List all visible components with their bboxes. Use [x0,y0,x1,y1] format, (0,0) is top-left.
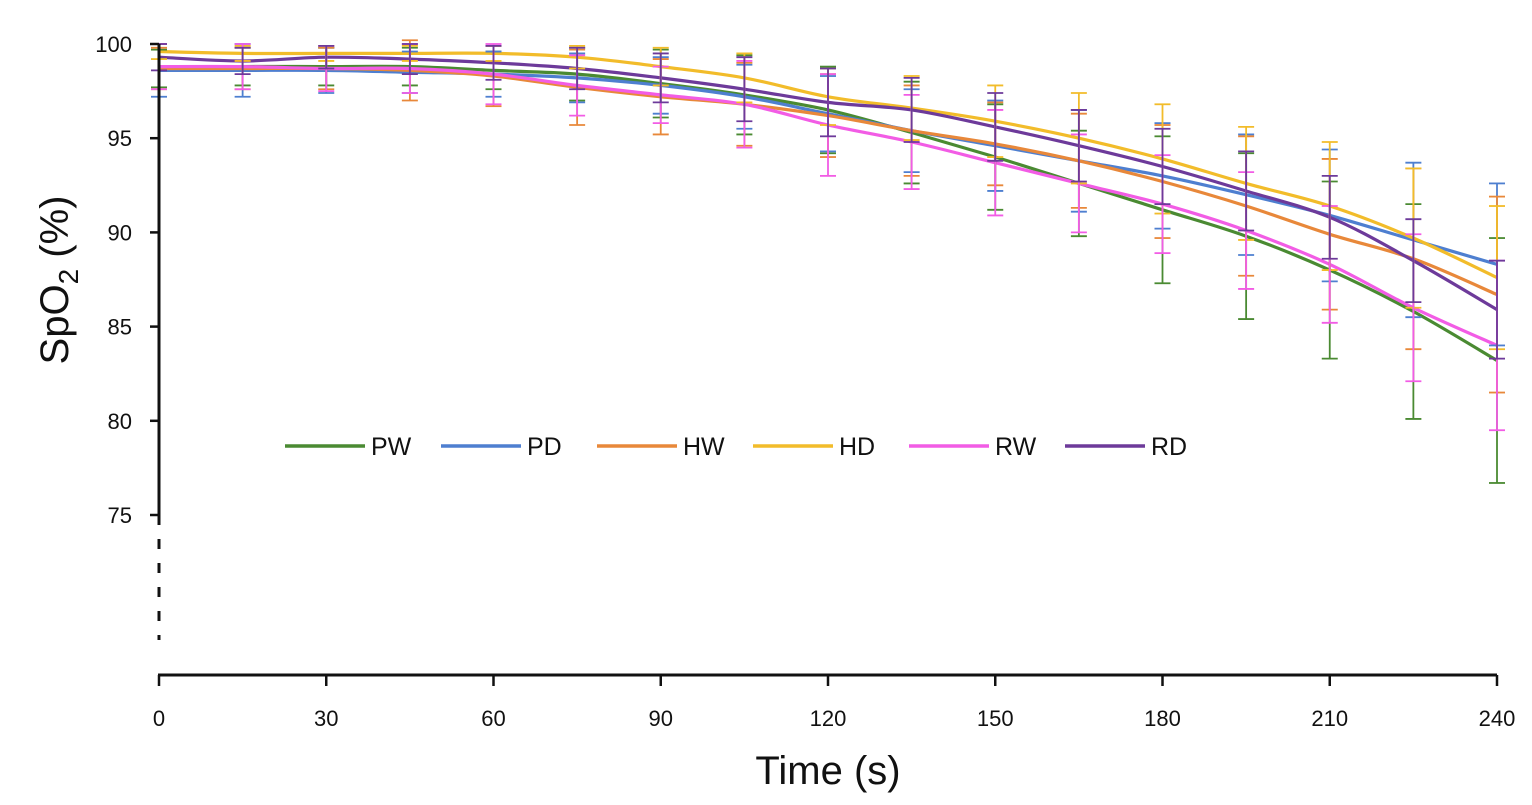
legend: PW PD HW HD RW RD [285,433,1187,461]
error-bar-rd [401,43,418,76]
error-bar-rd [736,56,753,123]
x-tick-label: 210 [1311,706,1348,731]
legend-label: HW [683,433,725,461]
y-tick-label: 85 [108,315,132,340]
error-bar-rd [820,67,836,138]
error-bar-rd [485,44,502,81]
y-tick-label: 90 [108,220,132,245]
x-tick-label: 90 [649,706,673,731]
legend-item-pw: PW [285,433,412,461]
y-axis-label-tail: (%) [33,196,77,269]
legend-item-hw: HW [597,433,725,461]
x-tick-label: 0 [153,706,165,731]
error-bar-rd [234,46,251,76]
x-ticks: 0 30 60 90 120 150 180 210 240 [153,675,1515,731]
x-tick-label: 30 [314,706,338,731]
error-bar-rd [569,46,586,91]
axes: 75 80 85 90 95 100 0 30 60 90 120 150 180 210 240 [95,32,1515,731]
error-bar-rd [903,77,920,143]
x-axis-label: Time (s) [755,749,900,793]
error-bar-rd [1321,174,1338,260]
y-tick-label: 80 [108,409,132,434]
y-axis-label-main: SpO [33,284,77,364]
error-bar-rd [1070,109,1087,183]
x-tick-label: 240 [1479,706,1516,731]
x-tick-label: 150 [977,706,1014,731]
legend-item-rd: RD [1065,433,1187,461]
y-tick-label: 75 [108,503,132,528]
legend-label: HD [839,433,875,461]
y-ticks: 75 80 85 90 95 100 [95,32,159,528]
error-bar-rd [1489,259,1505,360]
y-axis-label-subscript: 2 [53,269,84,285]
error-bar-rd [987,92,1004,162]
x-tick-label: 120 [810,706,847,731]
error-bar-rd [1154,127,1171,206]
x-tick-label: 60 [481,706,505,731]
legend-item-pd: PD [441,433,562,461]
legend-label: PW [371,433,412,461]
legend-label: RD [1151,433,1187,461]
error-bars [151,39,1505,484]
x-tick-label: 180 [1144,706,1181,731]
legend-label: PD [527,433,562,461]
error-bar-rd [318,44,335,70]
error-bar-rd [1405,218,1422,304]
legend-item-hd: HD [753,433,875,461]
legend-label: RW [995,433,1037,461]
y-tick-label: 95 [108,126,132,151]
legend-item-rw: RW [909,433,1037,461]
y-axis-label: SpO2 (%) [33,196,84,365]
y-tick-label: 100 [95,32,132,57]
error-bar-rd [652,52,669,104]
error-bar-rd [1238,150,1255,232]
